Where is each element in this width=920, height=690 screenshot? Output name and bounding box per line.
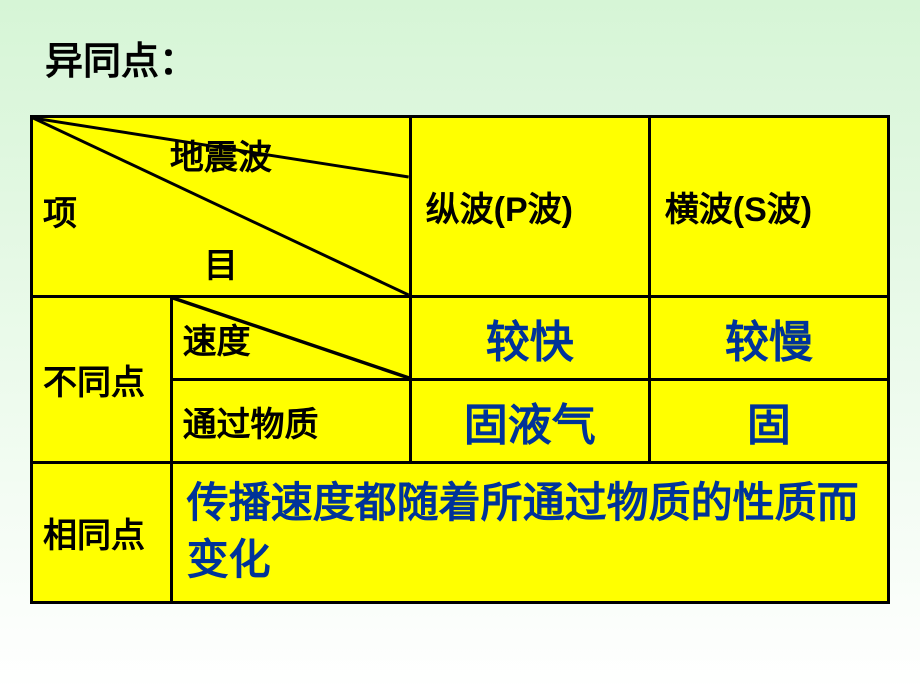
header-diagonal-cell: 地震波 项 目 [32, 117, 411, 297]
table-container: 地震波 项 目 纵波(P波) 横波(S波) 不同点 速度 较快 较慢 通过物质 … [30, 115, 890, 604]
medium-p-value: 固液气 [410, 380, 649, 463]
same-row-label: 相同点 [32, 463, 172, 603]
diff-row-label: 不同点 [32, 297, 172, 463]
column-p-header: 纵波(P波) [410, 117, 649, 297]
speed-label-text: 速度 [183, 323, 251, 361]
medium-s-value: 固 [649, 380, 888, 463]
page-title: 异同点： [0, 0, 920, 85]
medium-row-label: 通过物质 [171, 380, 410, 463]
header-left-label: 项 [43, 186, 77, 235]
speed-s-value: 较慢 [649, 297, 888, 380]
header-top-label: 地震波 [33, 130, 409, 179]
column-s-header: 横波(S波) [649, 117, 888, 297]
speed-row-label: 速度 [171, 297, 410, 380]
header-bottom-label: 目 [33, 238, 409, 287]
speed-p-value: 较快 [410, 297, 649, 380]
comparison-table: 地震波 项 目 纵波(P波) 横波(S波) 不同点 速度 较快 较慢 通过物质 … [30, 115, 890, 604]
same-text-cell: 传播速度都随着所通过物质的性质而变化 [171, 463, 888, 603]
